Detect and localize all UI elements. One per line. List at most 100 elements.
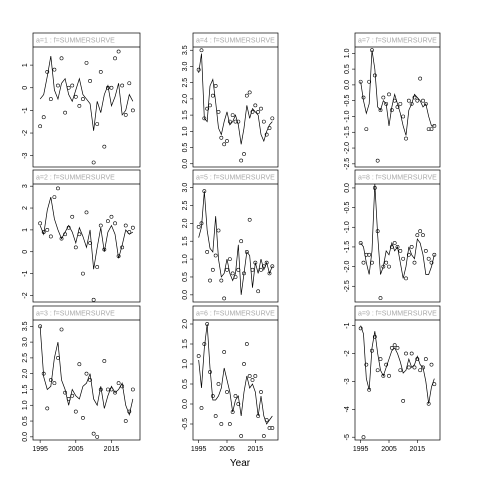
data-point [256,289,261,294]
data-point [95,434,100,439]
y-tick-label: 3.0 [182,61,189,71]
y-tick-label: -3 [22,152,29,158]
data-point [409,245,414,249]
data-point [384,362,389,367]
data-point [261,434,266,438]
y-tick-label: -5 [344,434,351,440]
data-point [56,83,60,88]
data-point [208,278,212,283]
data-point [216,109,221,114]
data-point [227,257,232,261]
data-point [116,381,121,386]
data-point [239,434,244,438]
x-tick-label: 1995 [32,446,48,453]
y-tick-label: 0.0 [182,159,189,169]
data-point [432,382,437,387]
y-tick-label: -1.5 [344,241,351,253]
data-point [415,233,420,238]
data-point [109,214,114,219]
fit-line [198,191,273,295]
data-point [426,256,431,261]
x-tick-label: 2015 [410,446,426,453]
y-tick-label: 3.5 [182,45,189,55]
fit-line [360,50,435,136]
data-point [423,357,428,361]
strip-label: a=6 : f=SUMMERSURVE [196,310,275,317]
y-tick-label: 0.0 [182,290,189,300]
data-point [95,122,100,126]
y-tick-label: 0.5 [182,272,189,282]
data-point [429,362,434,367]
y-tick-label: -3 [344,378,351,384]
strip-label: a=4 : f=SUMMERSURVE [196,37,275,44]
data-point [418,368,423,373]
panel-frame [32,32,141,168]
data-point [358,326,363,331]
data-point [361,260,366,265]
data-point [210,93,215,98]
data-point [219,422,224,426]
data-point [127,81,132,86]
data-point [426,127,431,132]
data-point [130,225,135,230]
y-tick-label: -2.0 [344,260,351,272]
y-tick-label: 2.5 [22,353,29,363]
panel-frame [192,32,279,168]
y-tick-label: 1.0 [182,126,189,136]
data-point [264,132,269,137]
data-point [259,106,263,111]
y-tick-label: -0.5 [344,95,351,107]
y-tick-label: 1.5 [182,339,189,349]
y-tick-label: 2.0 [182,94,189,104]
y-tick-label: 0.0 [344,183,351,193]
y-tick-label: 0.5 [182,379,189,389]
data-point [421,233,425,238]
data-point [401,256,406,261]
data-point [130,387,135,392]
data-point [398,368,403,373]
data-point [84,60,89,65]
data-point [102,144,107,149]
y-tick-label: 1.0 [182,254,189,264]
strip-label: a=9 : f=SUMMERSURVE [358,310,437,317]
data-point [261,119,266,124]
data-point [395,105,400,109]
strip-label: a=2 : f=SUMMERSURVE [36,174,115,181]
panel-frame [354,169,441,303]
y-tick-label: 1.0 [344,48,351,58]
data-point [372,73,377,78]
x-tick-label: 1995 [191,446,207,453]
data-point [233,394,238,398]
data-point [247,374,252,378]
data-point [267,426,272,430]
y-tick-label: 2.0 [22,369,29,379]
x-tick-label: 2005 [68,446,84,453]
y-tick-label: -2.5 [344,158,351,170]
data-point [372,334,377,339]
data-point [222,296,227,301]
y-tick-label: -2 [22,292,29,298]
data-point [264,260,269,265]
data-point [73,409,78,414]
fit-line [39,326,134,416]
data-point [73,245,78,250]
data-point [84,210,89,215]
data-point [375,368,380,373]
data-point [244,342,249,346]
data-point [59,236,64,241]
y-tick-label: -1 [344,322,351,328]
data-point [378,357,383,361]
y-tick-label: -1 [22,107,29,113]
y-tick-label: 0.5 [344,64,351,74]
data-point [415,357,420,361]
data-point [401,114,406,119]
data-point [227,119,232,124]
y-tick-label: 0.0 [22,432,29,442]
data-point [81,97,85,101]
fit-line [198,323,273,425]
panel-frame [354,32,441,168]
data-point [404,351,408,356]
data-point [59,327,64,332]
data-point [381,95,386,100]
